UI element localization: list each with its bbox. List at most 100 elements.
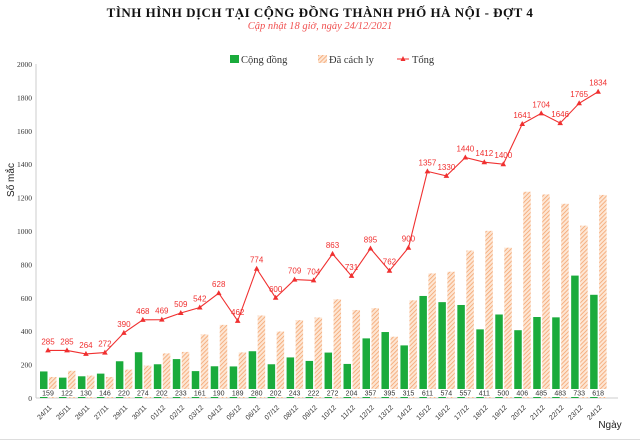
data-label-cong-dong: 611: [422, 391, 433, 398]
data-label-cong-dong: 204: [346, 391, 358, 398]
marker-tong: [557, 120, 563, 126]
bar-da-cach-ly: [49, 376, 57, 398]
data-label-bg: [323, 389, 342, 397]
marker-tong: [272, 294, 279, 300]
data-label-tong: 895: [364, 236, 378, 245]
data-label-cong-dong: 220: [118, 391, 130, 398]
marker-tong: [64, 347, 70, 353]
bar-da-cach-ly: [466, 250, 474, 398]
bar-cong-dong: [438, 302, 446, 398]
x-tick-label: 26/11: [74, 404, 91, 421]
x-tick-label: 14/12: [396, 404, 413, 421]
x-tick-label: 20/12: [510, 404, 527, 421]
data-label-bg: [513, 389, 532, 397]
bar-da-cach-ly: [409, 300, 417, 398]
x-tick-label: 25/11: [55, 404, 72, 421]
bar-cong-dong: [362, 338, 370, 398]
x-tick-label: 24/11: [36, 404, 53, 421]
marker-tong: [121, 329, 127, 335]
marker-tong: [462, 154, 469, 160]
data-label-cong-dong: 272: [327, 391, 339, 398]
bar-da-cach-ly: [447, 271, 455, 398]
legend-label-tong: Tổng: [412, 55, 435, 66]
data-label-bg: [39, 389, 57, 397]
data-label-bg: [589, 389, 608, 397]
bar-da-cach-ly: [295, 320, 304, 398]
data-label-cong-dong: 122: [61, 391, 73, 398]
bar-da-cach-ly: [485, 230, 493, 398]
x-tick-label: 03/12: [188, 404, 205, 421]
x-tick-label: 27/11: [93, 404, 110, 421]
bar-cong-dong: [400, 345, 408, 398]
bar-da-cach-ly: [219, 324, 228, 398]
x-tick-label: 29/11: [112, 404, 129, 421]
y-tick-label: 0: [28, 394, 32, 403]
bar-cong-dong: [229, 366, 238, 398]
data-label-tong: 863: [326, 241, 340, 250]
data-label-cong-dong: 189: [232, 391, 244, 398]
x-tick-label: 10/12: [321, 404, 338, 421]
bar-cong-dong: [115, 361, 124, 398]
data-label-tong: 264: [79, 341, 93, 350]
data-label-tong: 1834: [589, 79, 607, 88]
marker-tong: [102, 349, 108, 355]
data-label-cong-dong: 395: [384, 391, 396, 398]
bar-da-cach-ly: [504, 247, 512, 398]
data-label-tong: 1765: [570, 90, 588, 99]
bar-da-cach-ly: [542, 194, 550, 398]
marker-tong: [159, 316, 165, 322]
data-label-bg: [399, 389, 418, 397]
bar-cong-dong: [457, 304, 465, 398]
data-label-tong: 390: [117, 320, 131, 329]
marker-tong: [329, 250, 336, 256]
legend-label-da-cach-ly: Đã cách ly: [329, 55, 375, 66]
x-tick-label: 16/12: [434, 404, 451, 421]
data-label-bg: [532, 389, 551, 397]
chart-title: TÌNH HÌNH DỊCH TẠI CỘNG ĐỒNG THÀNH PHỐ H…: [106, 5, 534, 20]
data-label-bg: [285, 389, 304, 397]
x-tick-label: 12/12: [359, 404, 376, 421]
bar-da-cach-ly: [162, 353, 171, 398]
marker-tong: [45, 347, 51, 353]
x-tick-label: 22/12: [548, 404, 565, 421]
data-label-cong-dong: 411: [479, 391, 490, 398]
bar-da-cach-ly: [200, 334, 209, 398]
bar-cong-dong: [381, 332, 389, 398]
data-label-tong: 542: [193, 294, 207, 303]
y-tick-label: 600: [21, 294, 33, 303]
data-label-cong-dong: 243: [289, 391, 301, 398]
data-label-tong: 628: [212, 280, 226, 289]
y-tick-label: 200: [21, 361, 33, 370]
bar-cong-dong: [40, 371, 48, 398]
bar-cong-dong: [210, 366, 219, 398]
bar-da-cach-ly: [352, 309, 361, 398]
data-label-tong: 285: [41, 337, 55, 346]
y-tick-label: 2000: [17, 60, 32, 69]
bar-cong-dong: [514, 330, 522, 398]
data-label-cong-dong: 130: [80, 391, 92, 398]
data-label-bg: [57, 389, 76, 397]
bar-da-cach-ly: [523, 191, 531, 398]
bar-da-cach-ly: [333, 299, 342, 398]
marker-tong: [253, 265, 260, 271]
data-label-cong-dong: 618: [592, 391, 604, 398]
x-tick-label: 11/12: [340, 404, 357, 421]
y-tick-label: 1800: [17, 93, 32, 102]
data-label-tong: 1440: [456, 145, 474, 154]
data-label-tong: 469: [155, 307, 169, 316]
data-label-tong: 1330: [437, 163, 455, 172]
x-tick-label: 09/12: [302, 404, 319, 421]
bar-cong-dong: [96, 373, 105, 398]
data-label-bg: [152, 389, 171, 397]
bar-da-cach-ly: [67, 370, 76, 398]
bar-da-cach-ly: [105, 376, 114, 398]
x-tick-label: 08/12: [283, 404, 300, 421]
data-label-bg: [133, 389, 152, 397]
data-label-bg: [304, 389, 323, 397]
data-label-cong-dong: 202: [156, 391, 168, 398]
data-label-tong: 468: [136, 307, 150, 316]
x-tick-label: 19/12: [491, 404, 508, 421]
bar-cong-dong: [134, 352, 143, 398]
x-tick-label: 06/12: [245, 404, 262, 421]
